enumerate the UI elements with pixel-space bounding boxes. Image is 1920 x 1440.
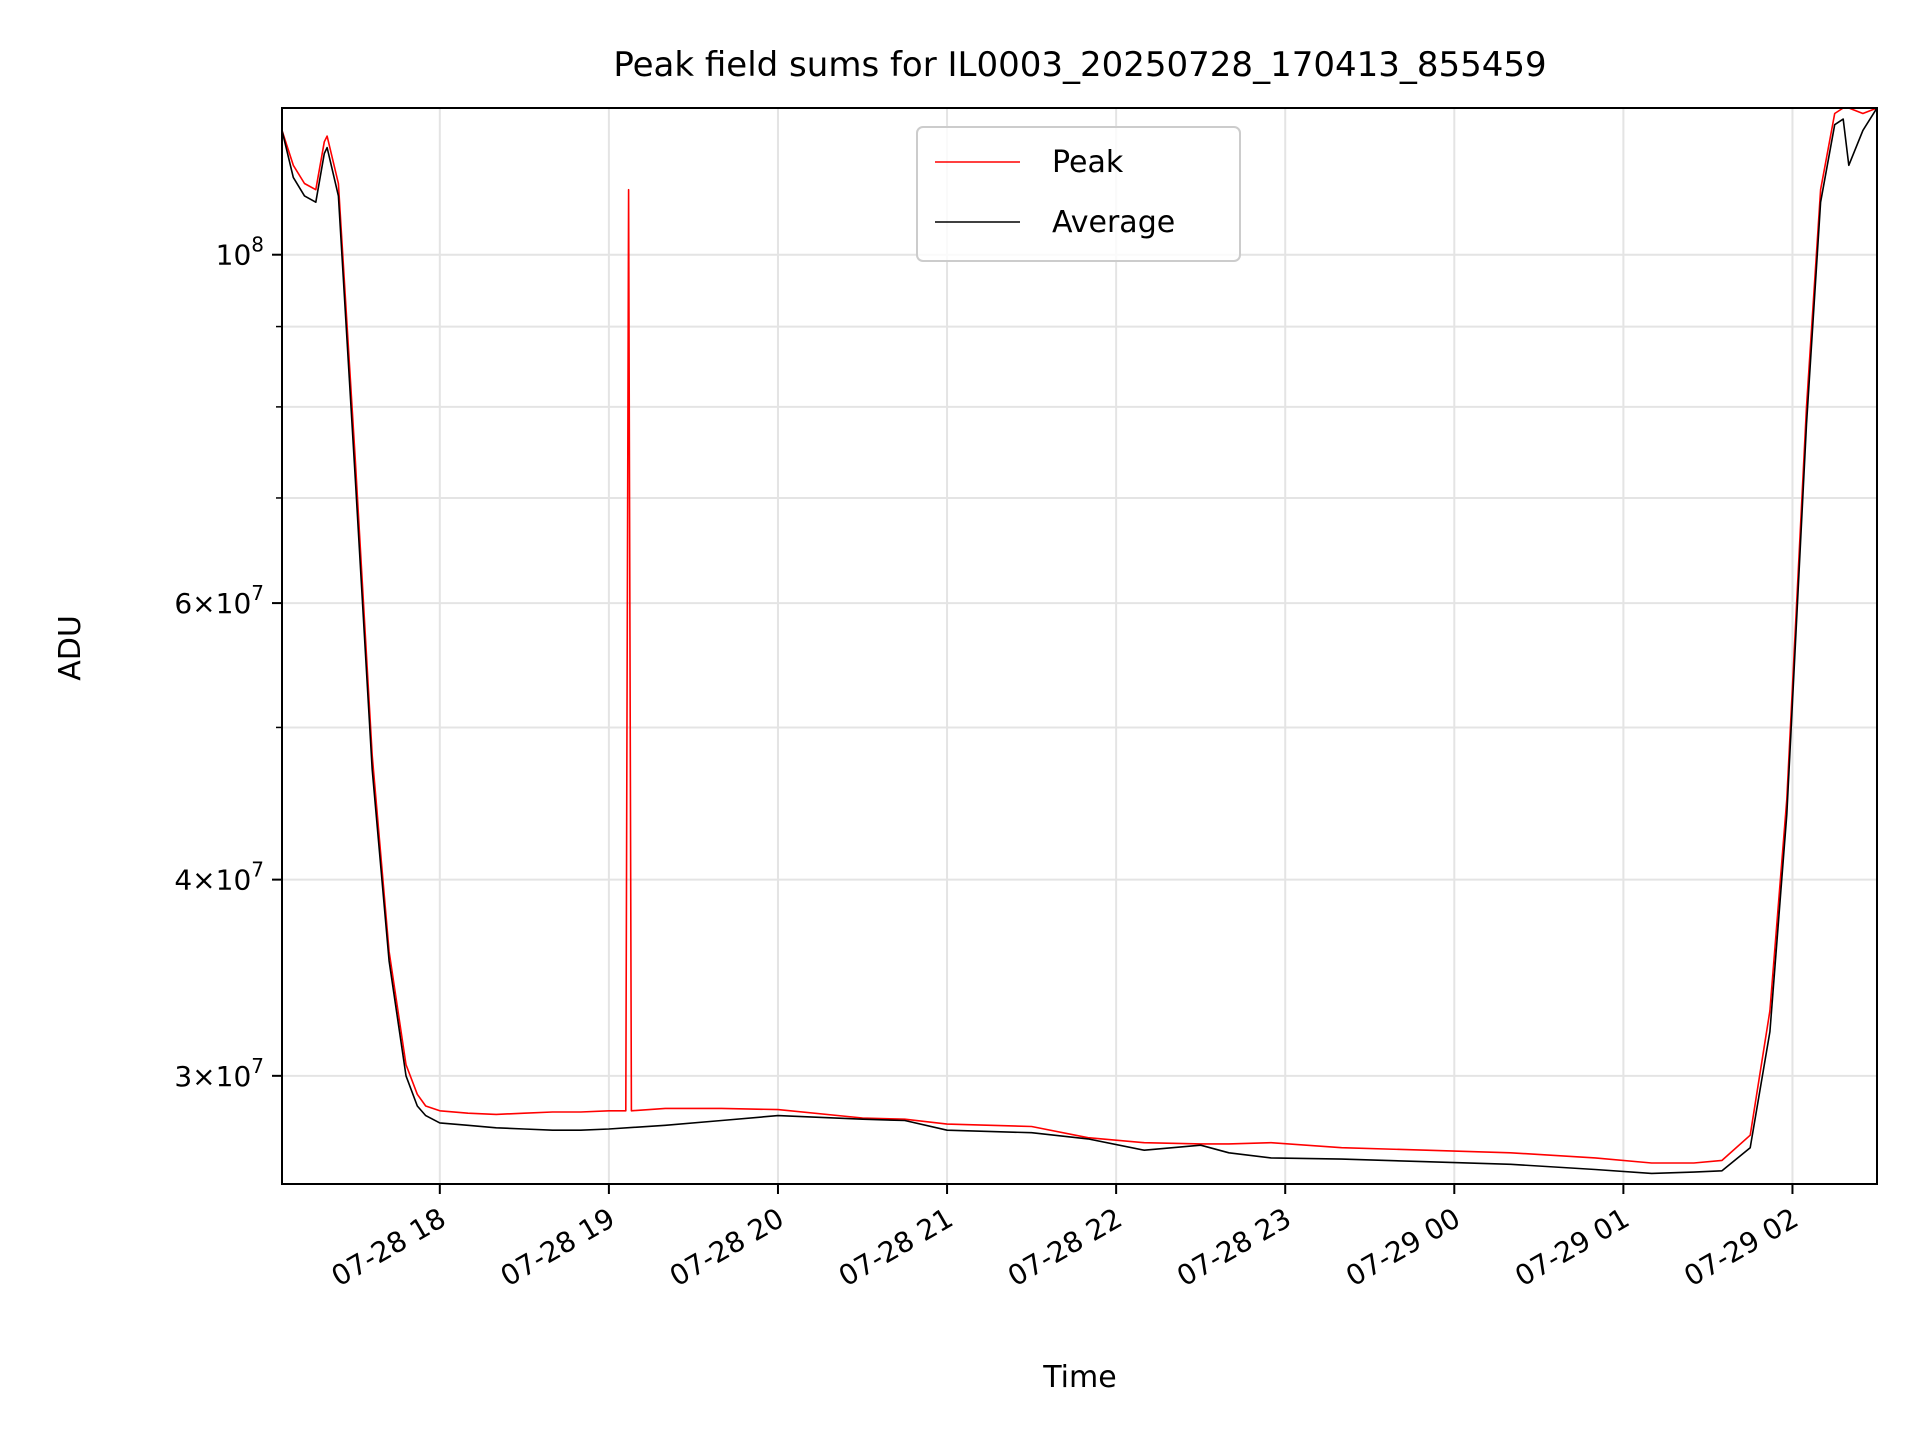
y-tick-exponent: 7 bbox=[251, 858, 264, 882]
legend-label: Peak bbox=[1052, 145, 1124, 180]
y-tick-label: 108 bbox=[216, 233, 264, 272]
series-line-average bbox=[282, 108, 1877, 1175]
plot-frame bbox=[281, 107, 1878, 1185]
y-tick-base: 10 bbox=[216, 587, 252, 620]
y-tick-exponent: 7 bbox=[251, 581, 264, 605]
y-tick-mantissa: 4 bbox=[174, 864, 192, 897]
y-tick-times: × bbox=[192, 864, 215, 897]
legend-label: Average bbox=[1052, 205, 1175, 240]
legend: Peak Average bbox=[916, 126, 1241, 262]
y-tick-base: 10 bbox=[216, 864, 252, 897]
y-tick-mantissa: 6 bbox=[174, 587, 192, 620]
legend-box bbox=[916, 126, 1241, 262]
y-tick-base: 10 bbox=[216, 1060, 252, 1093]
y-tick-exponent: 7 bbox=[251, 1054, 264, 1078]
y-tick-label: 4×107 bbox=[174, 858, 264, 897]
x-axis-label: Time bbox=[1042, 1360, 1116, 1395]
y-tick-exponent: 8 bbox=[251, 233, 264, 257]
series-group bbox=[282, 108, 1877, 1175]
y-tick-label: 6×107 bbox=[174, 581, 264, 620]
y-tick-label: 3×107 bbox=[174, 1054, 264, 1093]
y-tick-times: × bbox=[192, 1060, 215, 1093]
series-line-peak bbox=[282, 108, 1877, 1164]
y-tick-mantissa: 3 bbox=[174, 1060, 192, 1093]
y-tick-base: 10 bbox=[216, 239, 252, 272]
y-axis-label: ADU bbox=[53, 615, 88, 681]
y-tick-times: × bbox=[192, 587, 215, 620]
chart-title: Peak field sums for IL0003_20250728_1704… bbox=[613, 45, 1546, 85]
